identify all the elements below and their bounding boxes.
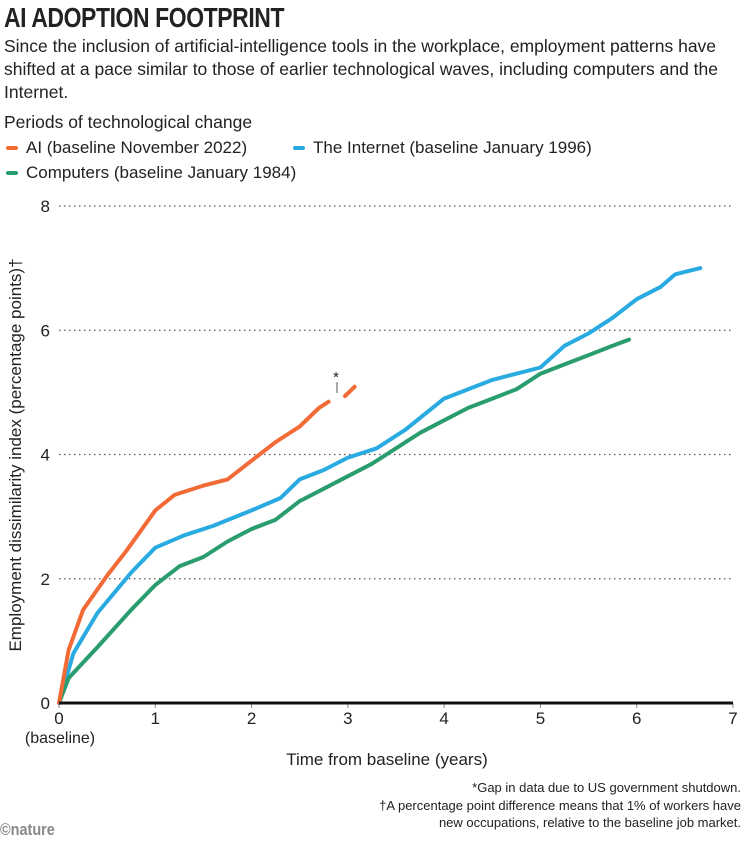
x-tick-label: 3 [343, 709, 352, 728]
series-line-0 [57, 399, 331, 705]
footnote-dagger-1: †A percentage point difference means tha… [379, 798, 741, 813]
y-tick-label: 0 [41, 694, 50, 713]
nature-logo: ©nature [0, 820, 55, 839]
legend-swatch-ai [6, 146, 18, 150]
x-tick-note: (baseline) [25, 730, 95, 747]
x-tick-label: 5 [536, 709, 545, 728]
legend-title: Periods of technological change [4, 112, 253, 132]
y-tick-label: 4 [41, 446, 50, 465]
legend-item-internet: The Internet (baseline January 1996) [293, 138, 592, 158]
y-tick-label: 6 [41, 321, 50, 340]
footnote-gap: *Gap in data due to US government shutdo… [472, 780, 741, 795]
legend-swatch-internet [293, 146, 305, 150]
x-tick-label: 1 [151, 709, 160, 728]
series-line-2 [57, 337, 631, 705]
legend-item-ai: AI (baseline November 2022) [6, 138, 247, 158]
y-tick-label: 8 [41, 197, 50, 216]
x-tick-label: 6 [632, 709, 641, 728]
y-axis-title: Employment dissimilarity index (percenta… [6, 258, 25, 651]
legend-label: AI (baseline November 2022) [26, 138, 248, 157]
x-tick-label: 0 [54, 709, 63, 728]
series-line-1 [57, 266, 703, 705]
chart-subtitle: Since the inclusion of artificial-intell… [4, 36, 719, 102]
legend-swatch-computers [6, 171, 18, 175]
y-tick-label: 2 [41, 570, 50, 589]
x-tick-label: 2 [247, 709, 256, 728]
series-line-0 [343, 384, 357, 399]
x-tick-label: 7 [728, 709, 737, 728]
gap-annotation: * [333, 369, 339, 386]
x-tick-label: 4 [439, 709, 448, 728]
x-axis-title: Time from baseline (years) [286, 750, 488, 769]
footnote-dagger-2: new occupations, relative to the baselin… [438, 815, 741, 830]
legend-label: The Internet (baseline January 1996) [313, 138, 592, 157]
chart-title: AI ADOPTION FOOTPRINT [4, 2, 285, 33]
legend-item-computers: Computers (baseline January 1984) [6, 163, 296, 183]
legend-label: Computers (baseline January 1984) [26, 163, 297, 182]
